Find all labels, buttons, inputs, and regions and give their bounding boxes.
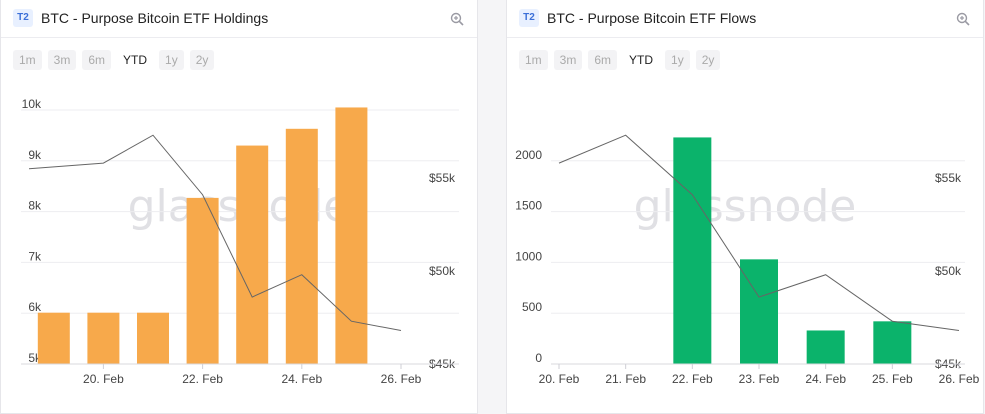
tier-badge: T2 <box>13 9 33 27</box>
bar <box>806 330 845 364</box>
range-1m[interactable]: 1m <box>13 50 42 70</box>
chart-title: BTC - Purpose Bitcoin ETF Flows <box>547 10 757 26</box>
range-1y[interactable]: 1y <box>665 50 690 70</box>
bar <box>740 259 778 364</box>
tier-badge: T2 <box>519 9 539 27</box>
price-line <box>28 134 402 332</box>
y-tick-label: 1000 <box>515 249 542 263</box>
range-selector: 1m 3m 6m YTD 1y 2y <box>519 50 726 70</box>
x-tick-label: 26. Feb <box>381 372 422 386</box>
range-ytd[interactable]: YTD <box>623 50 660 70</box>
y-tick-label: 2000 <box>515 148 542 162</box>
x-tick-label: 22. Feb <box>182 372 223 386</box>
x-tick-label: 26. Feb <box>939 372 980 386</box>
range-1m[interactable]: 1m <box>519 50 548 70</box>
bar <box>873 321 912 364</box>
chart-title: BTC - Purpose Bitcoin ETF Holdings <box>41 10 269 26</box>
range-2y[interactable]: 2y <box>695 50 721 70</box>
x-tick-label: 24. Feb <box>805 372 846 386</box>
zoom-icon[interactable] <box>955 11 971 27</box>
price-line <box>558 134 960 332</box>
range-ytd[interactable]: YTD <box>117 50 154 70</box>
y2-tick-label: $50k <box>935 264 962 278</box>
x-tick-label: 20. Feb <box>539 372 580 386</box>
y-tick-label: 6k <box>28 300 42 314</box>
panel-header: T2 BTC - Purpose Bitcoin ETF Holdings <box>1 0 477 38</box>
x-tick-label: 25. Feb <box>872 372 913 386</box>
y-tick-label: 10k <box>22 97 42 111</box>
y-tick-label: 7k <box>28 249 42 263</box>
flows-panel: T2 BTC - Purpose Bitcoin ETF Flows 1m 3m… <box>506 0 984 414</box>
x-tick-label: 24. Feb <box>281 372 322 386</box>
bar <box>285 128 318 364</box>
bar <box>186 197 219 364</box>
range-6m[interactable]: 6m <box>82 50 112 70</box>
panel-header: T2 BTC - Purpose Bitcoin ETF Flows <box>507 0 983 38</box>
y2-tick-label: $50k <box>429 264 456 278</box>
flows-chart: glassnode 0500100015002000$45k$50k$55k20… <box>515 134 980 386</box>
bar <box>673 137 712 364</box>
holdings-panel: T2 BTC - Purpose Bitcoin ETF Holdings 1m… <box>0 0 478 414</box>
y-tick-label: 1500 <box>515 199 542 213</box>
watermark: glassnode <box>634 181 857 232</box>
x-tick-label: 22. Feb <box>672 372 713 386</box>
x-tick-label: 20. Feb <box>83 372 124 386</box>
y-tick-label: 8k <box>28 199 42 213</box>
y-tick-label: 0 <box>535 351 542 365</box>
range-3m[interactable]: 3m <box>47 50 77 70</box>
range-selector: 1m 3m 6m YTD 1y 2y <box>13 50 220 70</box>
bar <box>87 312 120 364</box>
bar <box>137 312 169 364</box>
y-tick-label: 500 <box>522 300 542 314</box>
x-tick-label: 21. Feb <box>605 372 646 386</box>
y-tick-label: 9k <box>28 148 42 162</box>
bar <box>335 107 368 365</box>
range-6m[interactable]: 6m <box>588 50 618 70</box>
range-2y[interactable]: 2y <box>189 50 215 70</box>
x-tick-label: 23. Feb <box>739 372 780 386</box>
zoom-icon[interactable] <box>449 11 465 27</box>
range-1y[interactable]: 1y <box>159 50 184 70</box>
bar <box>37 312 70 364</box>
range-3m[interactable]: 3m <box>553 50 583 70</box>
y2-tick-label: $55k <box>935 171 962 185</box>
bar <box>236 145 269 364</box>
y2-tick-label: $55k <box>429 171 456 185</box>
